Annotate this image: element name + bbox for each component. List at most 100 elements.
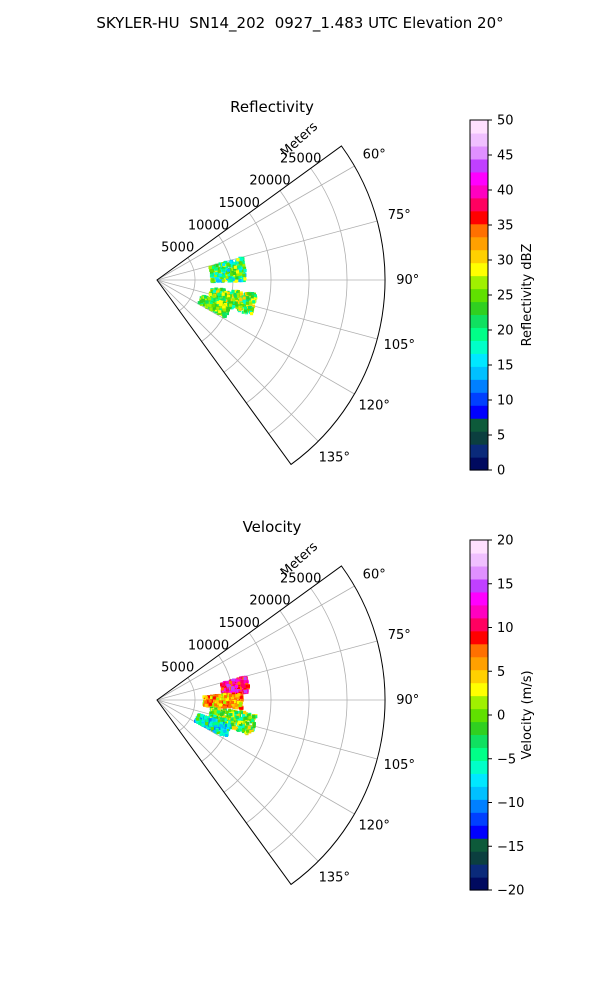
echo-gate: [240, 676, 244, 680]
echo-gate: [231, 713, 235, 718]
echo-gate: [219, 267, 223, 271]
echo-gate: [221, 693, 225, 697]
echo-gate: [228, 260, 233, 264]
echo-gate: [234, 710, 239, 715]
echo-gate: [229, 713, 233, 717]
echo-gate: [212, 696, 216, 700]
echo-gate: [208, 298, 212, 302]
colorbar-swatch: [470, 184, 488, 199]
echo-gate: [215, 728, 219, 732]
echo-gate: [244, 716, 248, 720]
echo-gate: [224, 733, 228, 737]
echo-gate: [200, 714, 204, 718]
colorbar-tick-label: 5: [497, 429, 505, 444]
echo-gate: [216, 273, 221, 278]
colorbar-swatch: [470, 565, 488, 580]
echo-gate: [216, 279, 220, 283]
echo-gate: [231, 687, 235, 691]
echo-gate: [208, 718, 212, 722]
echo-gate: [235, 276, 239, 280]
echo-gate: [239, 305, 243, 309]
colorbar-swatch: [470, 812, 488, 826]
echo-gate: [206, 695, 211, 699]
echo-gate: [250, 307, 255, 311]
radar-echoes: [197, 256, 258, 319]
echo-gate: [240, 689, 244, 693]
echo-gate: [203, 716, 207, 720]
echo-gate: [226, 268, 231, 272]
echo-gate: [213, 273, 217, 278]
colorbar-swatch: [470, 656, 488, 671]
echo-gate: [230, 722, 234, 726]
echo-gate: [246, 684, 250, 688]
echo-gate: [210, 268, 214, 273]
echo-gate: [231, 298, 236, 302]
colorbar: −20 −15 −10 −5 0 5 10 15 20 Velocity (m/s): [469, 534, 535, 899]
echo-gate: [219, 726, 223, 730]
echo-gate: [230, 718, 234, 722]
echo-gate: [235, 715, 239, 719]
echo-gate: [229, 693, 233, 698]
echo-gate: [210, 273, 214, 277]
reflectivity-panel: Reflectivity 500010000150002000025000Met…: [156, 98, 535, 479]
radial-tick-label: 25000: [280, 571, 321, 586]
echo-gate: [228, 710, 232, 715]
echo-gate: [208, 265, 212, 269]
echo-gate: [226, 306, 230, 310]
echo-gate: [237, 265, 241, 269]
echo-gate: [214, 287, 218, 291]
echo-gate: [226, 262, 230, 266]
echo-gate: [222, 688, 226, 692]
azimuth-spoke: [156, 220, 378, 281]
azimuth-spoke: [156, 699, 378, 760]
echo-gate: [228, 708, 232, 712]
echo-gate: [215, 303, 219, 307]
colorbar-tick-label: −5: [497, 752, 516, 767]
echo-gate: [235, 303, 239, 307]
echo-gate: [229, 725, 233, 729]
sector-outline: [156, 565, 386, 886]
colorbar-swatch: [470, 540, 488, 554]
echo-gate: [211, 703, 215, 707]
radial-tick-label: 15000: [219, 196, 260, 211]
echo-gate: [213, 698, 217, 702]
echo-gate: [223, 715, 227, 719]
echo-gate: [214, 724, 218, 728]
echo-gate: [208, 293, 212, 297]
echo-gate: [217, 269, 221, 273]
echo-gate: [204, 700, 208, 704]
angle-tick-label: 135°: [319, 450, 350, 465]
echo-gate: [225, 275, 229, 279]
range-ring: [179, 677, 196, 732]
echo-gate: [218, 279, 222, 283]
polar-grid: [156, 165, 385, 442]
echo-gate: [224, 291, 228, 295]
echo-gate: [238, 726, 242, 730]
echo-gate: [213, 278, 217, 282]
echo-gate: [202, 695, 206, 699]
colorbar-swatch: [470, 747, 488, 761]
echo-gate: [215, 263, 219, 268]
echo-gate: [239, 719, 243, 723]
echo-gate: [216, 710, 220, 714]
echo-gate: [226, 291, 230, 295]
echo-gate: [243, 690, 248, 694]
colorbar-swatch: [470, 643, 488, 658]
echo-gate: [211, 266, 215, 270]
echo-gate: [233, 294, 237, 298]
echo-gate: [248, 729, 252, 733]
echo-gate: [249, 301, 253, 305]
echo-gate: [227, 700, 231, 704]
colorbar-swatch: [470, 249, 488, 264]
echo-gate: [212, 289, 216, 293]
radial-tick-label: 25000: [280, 151, 321, 166]
echo-gate: [233, 265, 237, 269]
echo-gate: [236, 272, 240, 276]
echo-gate: [242, 296, 246, 300]
echo-gate: [216, 730, 220, 735]
radial-tick-label: 10000: [188, 638, 229, 653]
echo-gate: [233, 267, 237, 271]
angle-tick-label: 60°: [363, 148, 386, 163]
echo-gate: [248, 715, 252, 719]
echo-gate: [240, 683, 244, 688]
